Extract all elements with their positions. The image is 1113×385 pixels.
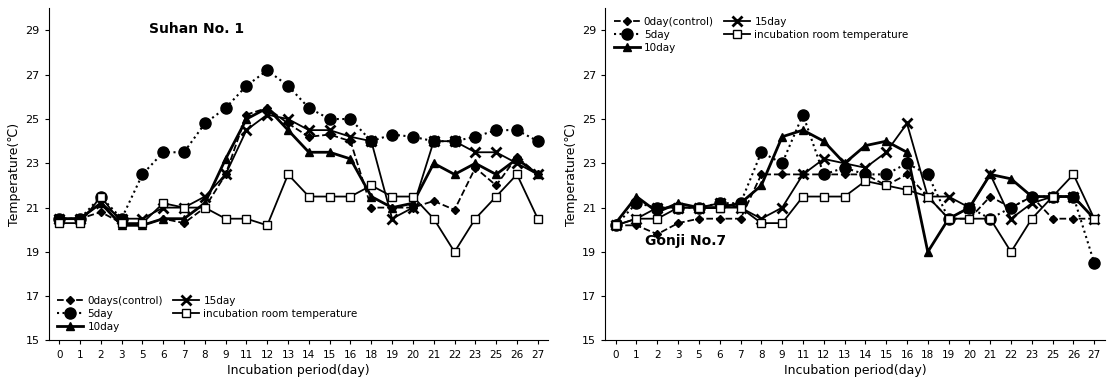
Legend: 0day(control), 5day, 10day, 15day, incubation room temperature: 0day(control), 5day, 10day, 15day, incub…	[611, 13, 912, 56]
Text: Gonji No.7: Gonji No.7	[646, 234, 727, 248]
Y-axis label: Temperature(℃): Temperature(℃)	[8, 123, 21, 226]
Legend: 0days(control), 5day, 10day, 15day, incubation room temperature: 0days(control), 5day, 10day, 15day, incu…	[55, 293, 361, 335]
X-axis label: Incubation period(day): Incubation period(day)	[784, 364, 926, 377]
Y-axis label: Temperature(℃): Temperature(℃)	[564, 123, 578, 226]
X-axis label: Incubation period(day): Incubation period(day)	[227, 364, 370, 377]
Text: Suhan No. 1: Suhan No. 1	[149, 22, 244, 36]
